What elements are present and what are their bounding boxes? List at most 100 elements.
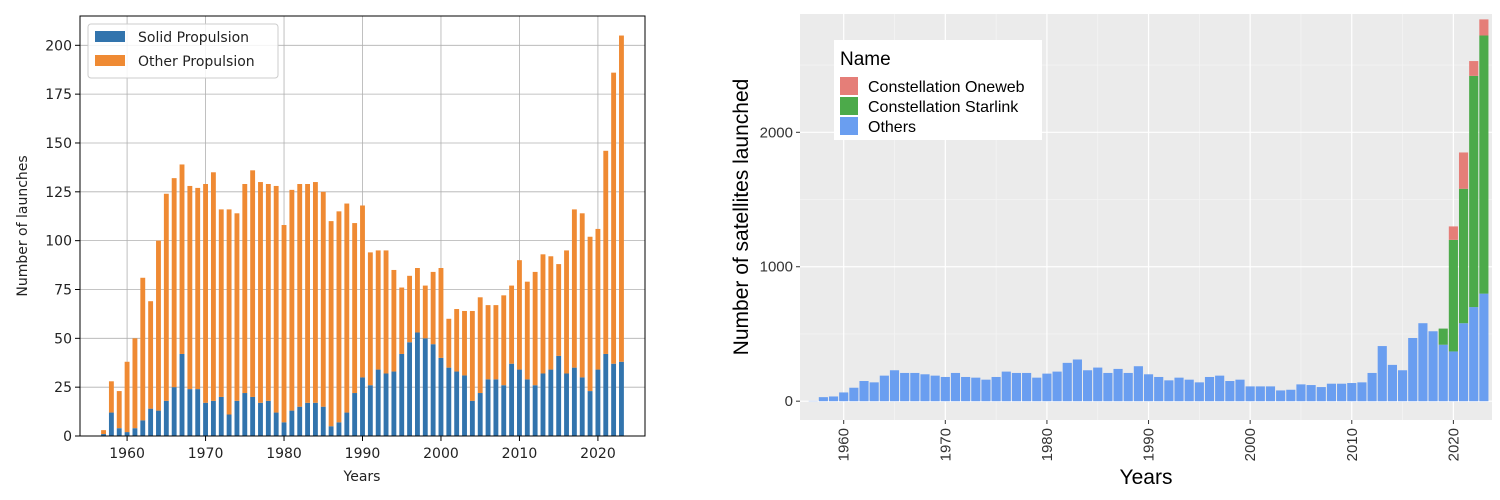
bar-solid-propulsion [203,402,208,436]
bar-others [1174,377,1184,402]
bar-solid-propulsion [312,402,318,436]
bar-other-propulsion [344,203,350,413]
right-x-tick-label: 2000 [1242,428,1259,461]
bar-other-propulsion [540,254,546,374]
bar-solid-propulsion [320,406,326,436]
bar-others [1082,370,1093,402]
bar-others [1448,351,1458,402]
left-axis-ticks: 0 25 50 75 100 125 150 175 200 1960 1970 1980 1990 20… [45,38,615,462]
right-bars [808,19,1489,402]
bar-solid-propulsion [218,396,224,436]
bar-solid-propulsion [265,400,271,436]
bar-other-propulsion [383,250,389,374]
bar-other-propulsion [524,281,530,380]
bar-other-propulsion [281,225,287,423]
bar-others [1225,381,1235,402]
left-x-tick-label: 2010 [502,446,538,462]
bar-other-propulsion [265,184,271,401]
left-x-tick-label: 1960 [109,446,145,462]
bar-others [1316,387,1326,402]
left-y-tick-label: 125 [45,185,72,201]
bar-others [1032,377,1042,402]
bar-solid-propulsion [179,353,185,436]
bar-other-propulsion [320,191,326,407]
legend-swatch-constellation-oneweb [840,77,858,95]
left-legend: Solid Propulsion Other Propulsion [87,23,279,79]
bar-solid-propulsion [273,412,279,436]
bar-solid-propulsion [477,393,483,436]
bar-others [1337,383,1347,402]
bar-solid-propulsion [108,412,114,436]
bar-other-propulsion [548,256,554,370]
bar-solid-propulsion [399,353,405,436]
bar-solid-propulsion [564,373,569,436]
legend-swatch-solid-propulsion [95,31,125,42]
bar-other-propulsion [462,310,467,376]
bar-solid-propulsion [391,371,397,436]
bar-solid-propulsion [163,400,169,436]
bar-solid-propulsion [485,379,491,436]
bar-others [1347,383,1357,402]
right-legend-box [834,40,1042,140]
bar-others [1154,376,1164,402]
bar-others [1011,372,1022,402]
bar-other-propulsion [587,236,593,392]
bar-other-propulsion [430,271,436,345]
bar-other-propulsion [391,269,397,372]
bar-other-propulsion [564,250,569,374]
bar-solid-propulsion [124,432,130,436]
bar-other-propulsion [195,187,201,390]
bar-other-propulsion [179,164,185,354]
bar-other-propulsion [108,381,114,413]
left-x-tick-label: 1980 [266,446,302,462]
left-y-tick-label: 50 [54,331,72,347]
bar-other-propulsion [203,184,208,403]
bar-other-propulsion [477,297,483,394]
bar-others [1022,372,1032,402]
bar-solid-propulsion [234,400,240,436]
left-x-axis-label: Years [343,469,381,485]
bar-solid-propulsion [250,396,256,436]
bar-constellation-starlink [1458,188,1469,324]
bar-other-propulsion [210,172,216,401]
bar-other-propulsion [148,301,154,409]
left-y-tick-label: 25 [54,380,72,396]
bar-others [1001,371,1011,402]
bar-others [1184,379,1194,402]
bar-other-propulsion [367,252,373,386]
bar-constellation-oneweb [1469,61,1479,76]
bar-solid-propulsion [171,387,177,436]
bar-other-propulsion [579,213,585,378]
bar-solid-propulsion [579,377,585,436]
bar-solid-propulsion [587,391,593,436]
bar-others [1235,379,1245,402]
bar-others [920,374,930,402]
bar-others [1245,386,1255,402]
bar-other-propulsion [532,271,538,386]
right-axis-ticks: 0 1000 2000 1960 1970 1980 1990 2000 2010 2020 [760,124,1463,461]
bar-others [900,372,910,402]
bar-other-propulsion [234,213,240,401]
bar-other-propulsion [399,287,405,354]
right-y-tick-label: 1000 [760,259,793,276]
bar-other-propulsion [509,285,515,364]
bar-others [981,379,991,402]
bar-solid-propulsion [344,412,350,436]
bar-other-propulsion [116,391,122,429]
legend-label-others: Others [868,119,916,136]
bar-solid-propulsion [156,410,161,436]
bar-solid-propulsion [187,389,193,436]
bar-solid-propulsion [501,385,507,436]
bar-constellation-oneweb [1458,152,1469,189]
left-y-tick-label: 0 [63,429,72,445]
bar-other-propulsion [485,305,491,380]
bar-others [1123,372,1133,402]
bar-other-propulsion [163,193,169,401]
bar-constellation-starlink [1448,239,1458,352]
bar-solid-propulsion [571,367,577,436]
bar-other-propulsion [517,260,522,370]
bar-other-propulsion [156,240,161,411]
bar-other-propulsion [140,277,146,421]
bar-others [1062,362,1072,402]
bar-other-propulsion [619,35,624,362]
